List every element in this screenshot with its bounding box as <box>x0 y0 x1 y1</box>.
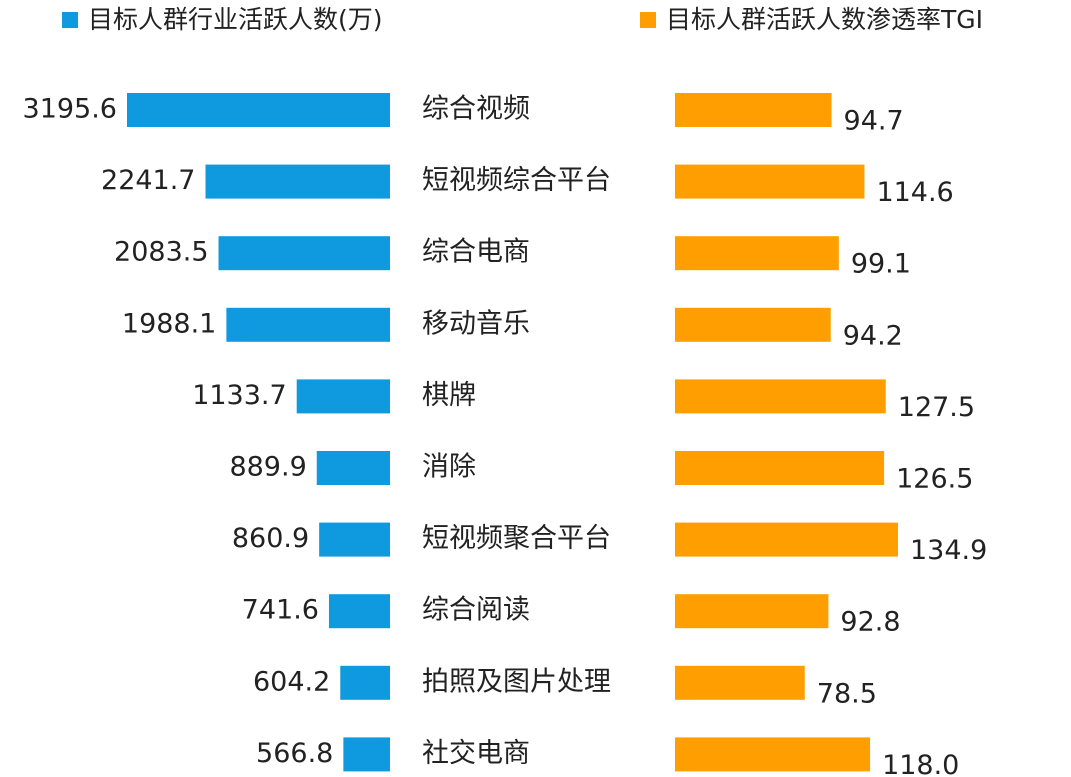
bar <box>343 737 390 772</box>
value-label: 118.0 <box>882 750 959 777</box>
bar <box>340 665 390 700</box>
value-label: 94.2 <box>843 320 903 351</box>
value-label: 3195.6 <box>23 94 117 125</box>
category-label: 社交电商 <box>422 738 530 769</box>
bar <box>675 236 839 271</box>
bar <box>675 451 885 485</box>
bar <box>296 379 390 414</box>
value-label: 114.6 <box>876 177 953 208</box>
value-label: 99.1 <box>851 249 911 280</box>
bar <box>319 522 390 557</box>
bar <box>328 594 390 629</box>
legend-label: 目标人群活跃人数渗透率TGI <box>666 5 983 34</box>
bar <box>226 307 390 342</box>
value-label: 127.5 <box>898 392 975 423</box>
value-label: 1988.1 <box>122 308 216 339</box>
bar <box>127 93 390 127</box>
category-label: 拍照及图片处理 <box>422 666 611 697</box>
legend-swatch <box>62 12 78 28</box>
value-label: 2083.5 <box>114 237 208 268</box>
category-label: 综合阅读 <box>422 595 530 626</box>
bar <box>675 665 805 700</box>
bar <box>675 307 831 342</box>
bar <box>675 594 829 629</box>
category-label: 综合电商 <box>422 237 530 268</box>
bar <box>675 93 832 127</box>
bar <box>675 737 871 772</box>
value-label: 94.7 <box>844 106 904 137</box>
value-label: 92.8 <box>840 607 900 638</box>
value-label: 566.8 <box>256 738 333 769</box>
value-label: 889.9 <box>229 452 306 483</box>
value-label: 2241.7 <box>101 165 195 196</box>
value-label: 860.9 <box>232 523 309 554</box>
category-label: 棋牌 <box>422 380 476 411</box>
bar <box>675 379 886 414</box>
value-label: 741.6 <box>242 595 319 626</box>
category-label: 综合视频 <box>422 94 530 125</box>
bar <box>205 164 390 199</box>
value-label: 604.2 <box>253 666 330 697</box>
bar <box>218 236 390 271</box>
value-label: 134.9 <box>910 535 987 566</box>
value-label: 126.5 <box>896 464 973 495</box>
bar <box>316 451 390 485</box>
value-label: 78.5 <box>817 678 877 709</box>
category-label: 短视频综合平台 <box>422 165 611 196</box>
category-label: 消除 <box>422 452 476 483</box>
legend-swatch <box>640 12 656 28</box>
category-label: 短视频聚合平台 <box>422 523 611 554</box>
legend-label: 目标人群行业活跃人数(万) <box>88 5 383 34</box>
category-label: 移动音乐 <box>422 308 530 339</box>
value-label: 1133.7 <box>192 380 286 411</box>
bar <box>675 522 898 557</box>
bar <box>675 164 865 199</box>
